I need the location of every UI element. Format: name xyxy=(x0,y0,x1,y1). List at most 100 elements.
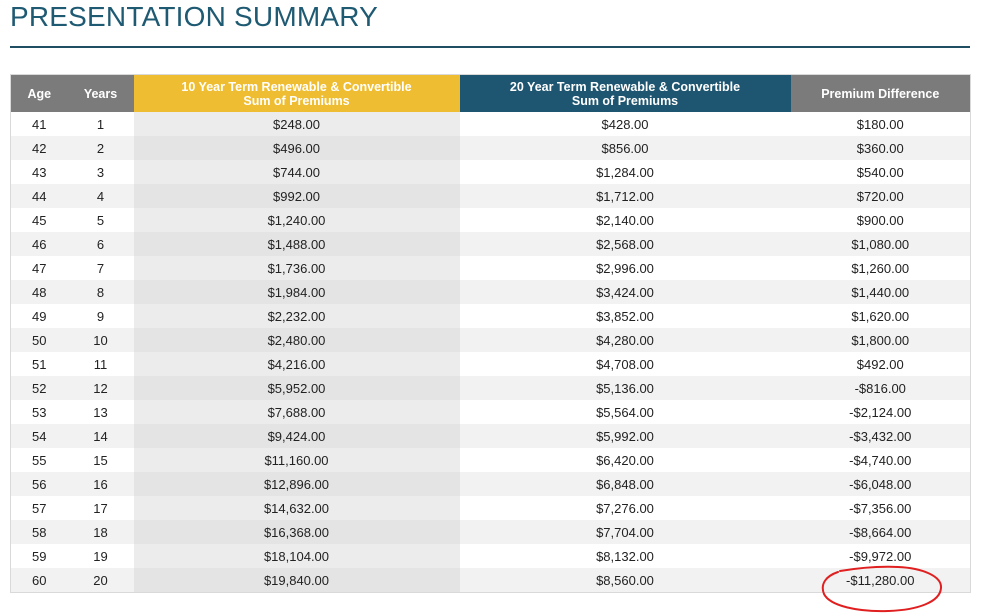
cell-age: 60 xyxy=(10,568,68,593)
cell-years: 1 xyxy=(67,112,134,136)
cell-age: 46 xyxy=(10,232,68,256)
cell-premium-difference: $1,620.00 xyxy=(790,304,971,328)
cell-10-year-sum: $1,984.00 xyxy=(133,280,460,304)
cell-10-year-sum: $1,240.00 xyxy=(133,208,460,232)
cell-20-year-sum: $6,420.00 xyxy=(459,448,791,472)
header-10-year-line2: Sum of Premiums xyxy=(243,93,350,108)
cell-age: 50 xyxy=(10,328,68,352)
table-row: 53 13 $7,688.00 $5,564.00 -$2,124.00 xyxy=(10,400,971,424)
cell-age: 47 xyxy=(10,256,68,280)
cell-years: 8 xyxy=(67,280,134,304)
cell-age: 59 xyxy=(10,544,68,568)
cell-10-year-sum: $496.00 xyxy=(133,136,460,160)
cell-20-year-sum: $856.00 xyxy=(459,136,791,160)
cell-20-year-sum: $3,852.00 xyxy=(459,304,791,328)
cell-years: 3 xyxy=(67,160,134,184)
cell-years: 19 xyxy=(67,544,134,568)
table-row: 47 7 $1,736.00 $2,996.00 $1,260.00 xyxy=(10,256,971,280)
cell-years: 4 xyxy=(67,184,134,208)
cell-10-year-sum: $5,952.00 xyxy=(133,376,460,400)
cell-years: 9 xyxy=(67,304,134,328)
cell-premium-difference: -$7,356.00 xyxy=(790,496,971,520)
table-body: 41 1 $248.00 $428.00 $180.00 42 2 $496.00 $856.0… xyxy=(10,112,971,593)
table-row: 57 17 $14,632.00 $7,276.00 -$7,356.00 xyxy=(10,496,971,520)
cell-years: 12 xyxy=(67,376,134,400)
cell-premium-difference: -$9,972.00 xyxy=(790,544,971,568)
table-row: 54 14 $9,424.00 $5,992.00 -$3,432.00 xyxy=(10,424,971,448)
cell-10-year-sum: $16,368.00 xyxy=(133,520,460,544)
cell-age: 54 xyxy=(10,424,68,448)
cell-years: 16 xyxy=(67,472,134,496)
cell-premium-difference: -$816.00 xyxy=(790,376,971,400)
cell-20-year-sum: $428.00 xyxy=(459,112,791,136)
cell-20-year-sum: $7,704.00 xyxy=(459,520,791,544)
table-row: 45 5 $1,240.00 $2,140.00 $900.00 xyxy=(10,208,971,232)
cell-10-year-sum: $2,480.00 xyxy=(133,328,460,352)
header-20-year-line2: Sum of Premiums xyxy=(571,93,679,108)
header-years: Years xyxy=(67,74,134,112)
table-header: Age Years 10 Year Term Renewable & Conve… xyxy=(10,74,971,112)
cell-age: 52 xyxy=(10,376,68,400)
cell-years: 10 xyxy=(67,328,134,352)
cell-age: 48 xyxy=(10,280,68,304)
cell-premium-difference: -$11,280.00 xyxy=(790,568,971,593)
cell-premium-difference: $1,800.00 xyxy=(790,328,971,352)
cell-age: 58 xyxy=(10,520,68,544)
cell-10-year-sum: $12,896.00 xyxy=(133,472,460,496)
cell-premium-difference: $900.00 xyxy=(790,208,971,232)
cell-20-year-sum: $8,560.00 xyxy=(459,568,791,593)
cell-premium-difference: -$4,740.00 xyxy=(790,448,971,472)
cell-10-year-sum: $1,488.00 xyxy=(133,232,460,256)
cell-premium-difference: -$6,048.00 xyxy=(790,472,971,496)
cell-10-year-sum: $11,160.00 xyxy=(133,448,460,472)
cell-age: 53 xyxy=(10,400,68,424)
cell-20-year-sum: $8,132.00 xyxy=(459,544,791,568)
cell-20-year-sum: $3,424.00 xyxy=(459,280,791,304)
table-row: 60 20 $19,840.00 $8,560.00 -$11,280.00 xyxy=(10,568,971,593)
cell-age: 57 xyxy=(10,496,68,520)
cell-years: 18 xyxy=(67,520,134,544)
cell-premium-difference: -$8,664.00 xyxy=(790,520,971,544)
cell-years: 14 xyxy=(67,424,134,448)
cell-age: 45 xyxy=(10,208,68,232)
premium-summary-table: Age Years 10 Year Term Renewable & Conve… xyxy=(10,74,971,593)
cell-premium-difference: -$3,432.00 xyxy=(790,424,971,448)
cell-age: 49 xyxy=(10,304,68,328)
cell-20-year-sum: $5,564.00 xyxy=(459,400,791,424)
title-divider xyxy=(10,46,970,48)
header-age: Age xyxy=(10,74,68,112)
cell-premium-difference: $180.00 xyxy=(790,112,971,136)
cell-years: 20 xyxy=(67,568,134,593)
table-row: 56 16 $12,896.00 $6,848.00 -$6,048.00 xyxy=(10,472,971,496)
cell-20-year-sum: $4,280.00 xyxy=(459,328,791,352)
cell-years: 2 xyxy=(67,136,134,160)
table-row: 51 11 $4,216.00 $4,708.00 $492.00 xyxy=(10,352,971,376)
table-row: 44 4 $992.00 $1,712.00 $720.00 xyxy=(10,184,971,208)
cell-premium-difference: $1,260.00 xyxy=(790,256,971,280)
cell-10-year-sum: $248.00 xyxy=(133,112,460,136)
cell-premium-difference: $492.00 xyxy=(790,352,971,376)
cell-age: 44 xyxy=(10,184,68,208)
cell-premium-difference: $720.00 xyxy=(790,184,971,208)
cell-years: 7 xyxy=(67,256,134,280)
cell-years: 5 xyxy=(67,208,134,232)
header-20-year-term: 20 Year Term Renewable & Convertible Sum… xyxy=(459,74,791,112)
cell-premium-difference: $360.00 xyxy=(790,136,971,160)
cell-20-year-sum: $2,568.00 xyxy=(459,232,791,256)
cell-10-year-sum: $992.00 xyxy=(133,184,460,208)
cell-20-year-sum: $2,140.00 xyxy=(459,208,791,232)
table-row: 50 10 $2,480.00 $4,280.00 $1,800.00 xyxy=(10,328,971,352)
header-10-year-term: 10 Year Term Renewable & Convertible Sum… xyxy=(133,74,460,112)
table-row: 52 12 $5,952.00 $5,136.00 -$816.00 xyxy=(10,376,971,400)
table-row: 42 2 $496.00 $856.00 $360.00 xyxy=(10,136,971,160)
cell-10-year-sum: $4,216.00 xyxy=(133,352,460,376)
table-row: 43 3 $744.00 $1,284.00 $540.00 xyxy=(10,160,971,184)
cell-age: 42 xyxy=(10,136,68,160)
cell-age: 43 xyxy=(10,160,68,184)
cell-20-year-sum: $1,284.00 xyxy=(459,160,791,184)
cell-age: 41 xyxy=(10,112,68,136)
cell-10-year-sum: $9,424.00 xyxy=(133,424,460,448)
cell-20-year-sum: $4,708.00 xyxy=(459,352,791,376)
header-premium-difference: Premium Difference xyxy=(790,74,971,112)
table-row: 59 19 $18,104.00 $8,132.00 -$9,972.00 xyxy=(10,544,971,568)
